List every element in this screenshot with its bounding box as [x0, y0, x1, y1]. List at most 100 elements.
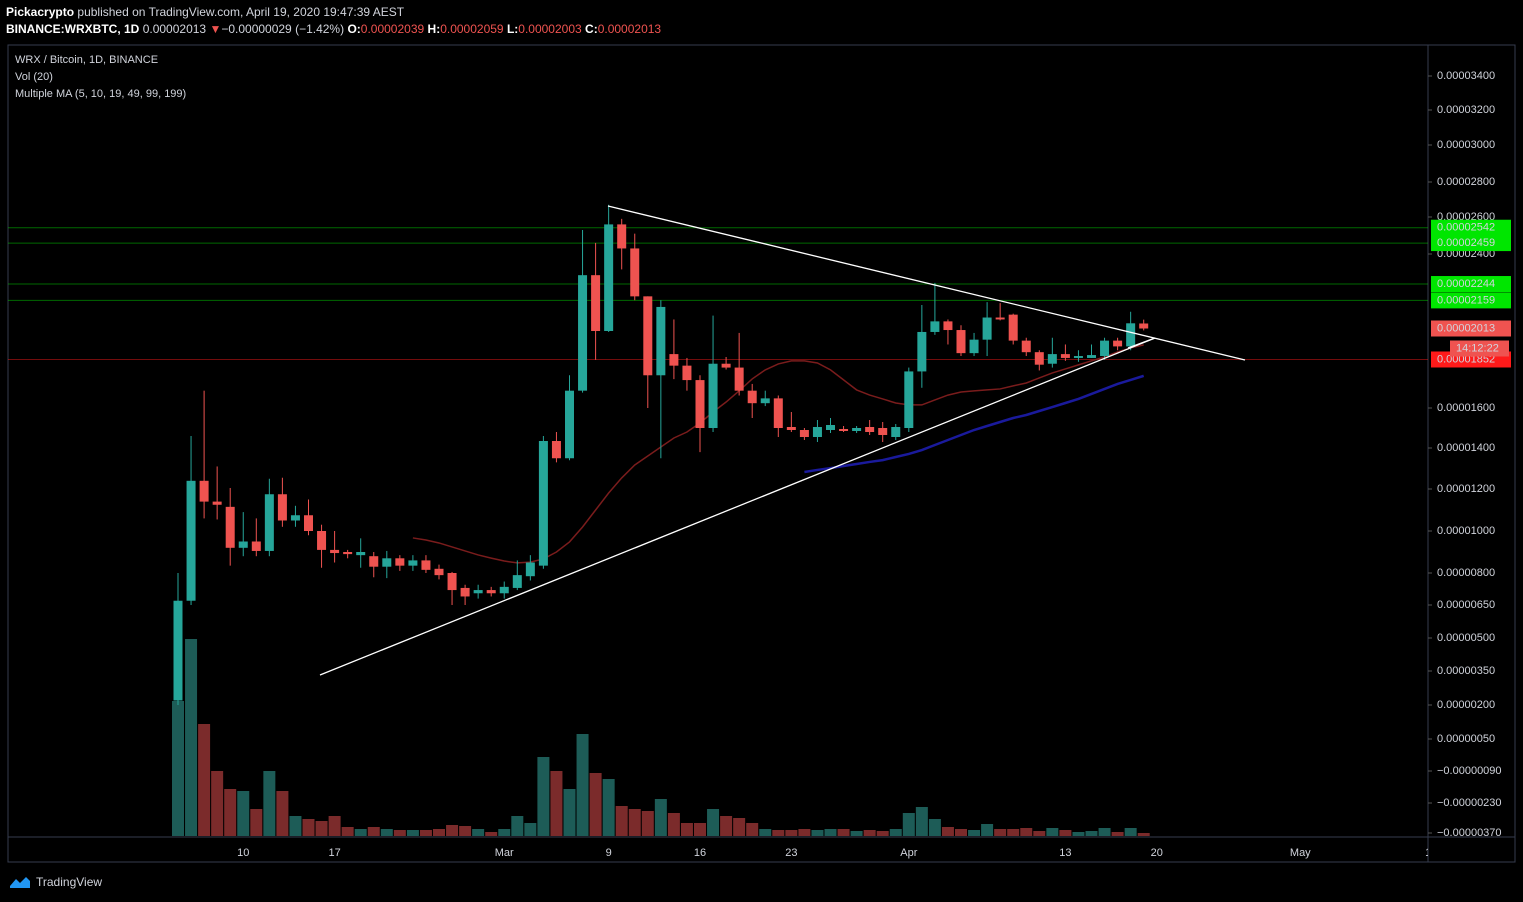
ohlc-value: 0.00002039 — [360, 22, 425, 36]
candle-body — [421, 560, 431, 570]
volume-bar — [406, 830, 419, 836]
y-tick-label: 0.00003000 — [1437, 139, 1495, 151]
volume-bar — [902, 813, 915, 836]
level-label: 0.00002159 — [1437, 294, 1495, 306]
volume-bar — [354, 829, 367, 836]
price-axis: 0.00003400 0.00003200 0.00003000 0.00002800… — [1428, 70, 1511, 839]
volume-bar — [472, 829, 485, 836]
trendline — [607, 205, 1246, 361]
x-tick-label: 16 — [694, 847, 706, 859]
volume-bar — [1059, 830, 1072, 836]
volume-bar — [1046, 828, 1059, 836]
x-tick-label: 23 — [785, 847, 797, 859]
candle-body — [956, 330, 966, 354]
volume-bar — [1137, 833, 1150, 836]
trendlines — [319, 205, 1246, 676]
indicator-label: Vol (20) — [15, 71, 53, 83]
frame — [7, 44, 1516, 863]
volume-bar — [485, 832, 498, 836]
ohlc-value: 0.00002003 — [518, 22, 582, 36]
x-tick-label: 10 — [237, 847, 249, 859]
moving-average — [804, 374, 1145, 474]
y-tick-label: −0.00000370 — [1437, 827, 1502, 839]
candle-body — [617, 224, 627, 249]
candle-body — [290, 515, 300, 521]
volume-bar — [680, 823, 693, 836]
volume-bar — [824, 829, 837, 836]
candle-body — [277, 494, 287, 521]
volume-bar — [876, 831, 889, 836]
volume-bar — [955, 829, 967, 836]
volume-bar — [707, 809, 720, 836]
volume-bar — [211, 771, 224, 836]
indicator-label: Multiple MA (5, 10, 19, 49, 99, 199) — [15, 88, 186, 100]
candle-body — [630, 248, 640, 297]
x-tick-label: 11 — [1425, 847, 1436, 859]
volume-bar — [524, 823, 537, 836]
volume-bar — [1020, 828, 1033, 836]
brand: TradingView — [36, 875, 103, 889]
candle-body — [943, 321, 953, 331]
candle-body — [773, 398, 783, 428]
trendline — [1127, 337, 1156, 349]
y-tick-label: −0.00000090 — [1437, 765, 1502, 777]
volume-bar — [237, 791, 250, 836]
candle-body — [264, 494, 274, 551]
candle-body — [786, 427, 796, 430]
candle-body — [395, 558, 405, 566]
candle-body — [1126, 323, 1136, 347]
footer: TradingView — [8, 874, 102, 890]
logo — [10, 877, 30, 888]
level-label: 0.00002459 — [1437, 237, 1495, 249]
candle-body — [1047, 354, 1057, 364]
arrow: ▼ — [209, 22, 222, 36]
candle-body — [212, 501, 222, 505]
candle-body — [1008, 314, 1018, 341]
candle-body — [1073, 356, 1083, 358]
volume-bar — [537, 757, 550, 836]
candle-body — [878, 428, 888, 435]
last-price-label: 0.00002013 — [1437, 322, 1495, 334]
y-tick-label: 0.00000200 — [1437, 699, 1495, 711]
volume-bar — [367, 827, 380, 836]
level-label-box — [1431, 292, 1511, 309]
level-label: 0.00002542 — [1437, 222, 1495, 234]
volume-bar — [276, 791, 289, 836]
x-tick-label: May — [1290, 847, 1311, 859]
candle-body — [578, 275, 588, 391]
y-tick-label: 0.00001200 — [1437, 483, 1495, 495]
candle-body — [591, 275, 601, 331]
candle-body — [721, 363, 731, 368]
volume-bar — [328, 816, 341, 836]
level-label: 0.00002244 — [1437, 278, 1495, 290]
candle-body — [317, 531, 327, 550]
candle-body — [604, 224, 614, 331]
volume-bar — [446, 825, 459, 836]
candle-body — [473, 590, 483, 594]
volume-bar — [1033, 831, 1046, 836]
last-price-box — [1431, 320, 1511, 337]
volume-bar — [667, 813, 680, 836]
volume-bar — [628, 809, 641, 836]
volume-bar — [733, 818, 746, 836]
y-tick-label: 0.00002800 — [1437, 176, 1495, 188]
y-tick-label: 0.00000650 — [1437, 599, 1495, 611]
candle-body — [734, 367, 744, 391]
y-tick-label: 0.00003400 — [1437, 70, 1495, 82]
y-tick-label: 0.00001000 — [1437, 525, 1495, 537]
volume-bar — [759, 829, 772, 836]
candle-body — [917, 331, 927, 372]
candle-body — [565, 390, 574, 459]
volume-bar — [785, 830, 798, 836]
y-tick-label: 0.00000050 — [1437, 733, 1495, 745]
candle-body — [1034, 352, 1044, 365]
candle-body — [812, 427, 822, 437]
candle-body — [225, 506, 235, 548]
candle-body — [486, 590, 496, 594]
volume-bar — [915, 807, 928, 836]
volume-bar — [615, 806, 628, 836]
candle-body — [982, 317, 992, 340]
volume-bar — [837, 829, 850, 836]
level-label-box — [1431, 219, 1511, 236]
volume-bar — [720, 816, 733, 836]
